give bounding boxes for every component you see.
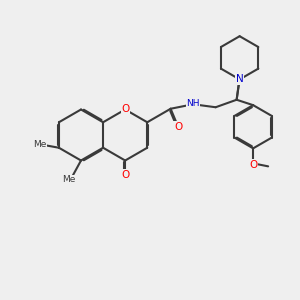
Text: O: O — [121, 104, 129, 115]
Text: NH: NH — [186, 99, 200, 108]
Text: O: O — [121, 169, 129, 179]
Text: O: O — [249, 160, 257, 170]
Text: N: N — [236, 74, 244, 84]
Text: Me: Me — [33, 140, 46, 149]
Text: O: O — [174, 122, 182, 132]
Text: Me: Me — [62, 176, 76, 184]
